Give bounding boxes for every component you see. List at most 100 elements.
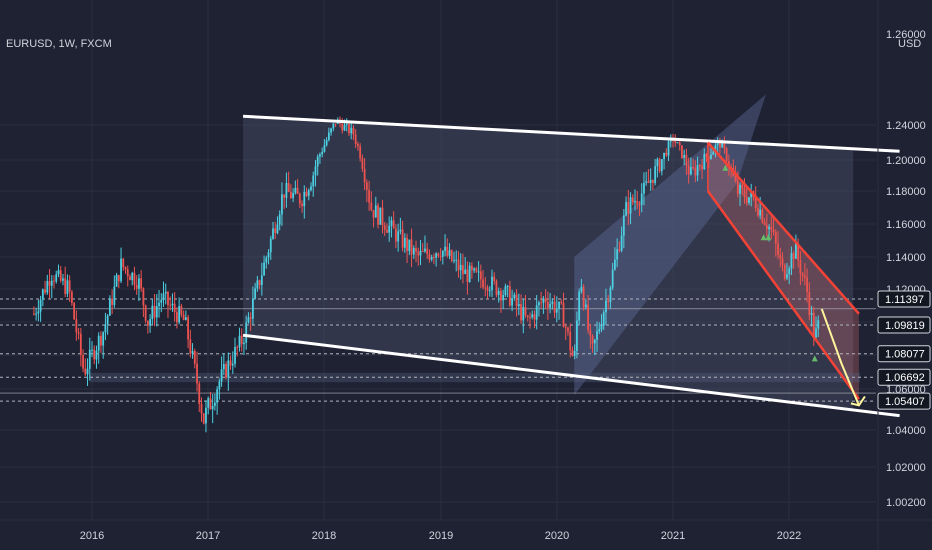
candle-body <box>178 306 181 323</box>
candle-body <box>553 301 556 313</box>
red-channel-lower-line[interactable] <box>706 190 860 400</box>
candle-body <box>53 280 55 282</box>
candle-body <box>131 272 134 281</box>
candle-body <box>734 175 737 182</box>
candle-body <box>182 314 185 321</box>
white-channel-upper-line[interactable] <box>242 114 900 153</box>
candle-body <box>799 260 802 274</box>
candle-body <box>126 269 129 277</box>
candle-body <box>649 179 652 183</box>
candle-body <box>75 319 78 333</box>
x-tick-label: 2017 <box>196 530 220 542</box>
candle-body <box>634 200 636 203</box>
candle-body <box>522 307 525 321</box>
candle-body <box>580 286 583 292</box>
candle-body <box>685 154 688 166</box>
candle-body <box>600 325 603 330</box>
candle-body <box>696 165 699 176</box>
candle-body <box>495 280 498 295</box>
channel-lines[interactable] <box>242 114 900 418</box>
candle-body <box>102 332 105 346</box>
candle-body <box>200 403 203 414</box>
candle-body <box>289 191 292 199</box>
candle-body <box>419 250 422 256</box>
projection-arrow[interactable] <box>820 308 860 406</box>
candle-body <box>439 255 442 257</box>
candle-body <box>122 258 125 268</box>
candle-body <box>803 275 806 278</box>
candle-body <box>587 304 589 331</box>
candle-body <box>164 291 167 294</box>
candle-body <box>59 270 62 281</box>
candle-body <box>631 197 634 203</box>
candle-body <box>377 205 379 225</box>
candle-body <box>616 249 619 260</box>
y-tick-label-partial: 1.26000 <box>886 29 926 41</box>
candle-body <box>149 319 151 326</box>
candle-body <box>555 308 558 313</box>
candle-body <box>388 225 391 233</box>
candle-body <box>743 188 746 198</box>
candle-body <box>158 302 160 306</box>
candle-body <box>62 278 64 281</box>
currency-label: USD <box>898 38 921 50</box>
candle-body <box>430 257 433 260</box>
candle-body <box>497 291 500 295</box>
candle-body <box>209 398 212 410</box>
candle-body <box>428 254 431 260</box>
candle-body <box>390 220 393 226</box>
x-tick-label: 2020 <box>545 530 569 542</box>
candle-body <box>155 305 158 318</box>
x-tick-label: 2022 <box>777 530 801 542</box>
candle-body <box>602 312 605 326</box>
candle-body <box>229 360 232 366</box>
candle-body <box>736 181 739 194</box>
candle-body <box>361 158 364 169</box>
candle-body <box>312 175 315 187</box>
candle-body <box>491 276 493 291</box>
candle-body <box>721 142 724 148</box>
signal-marker <box>811 355 818 362</box>
candle-body <box>795 243 797 259</box>
candle-body <box>334 123 337 125</box>
candle-body <box>542 298 545 303</box>
candle-body <box>689 167 692 175</box>
candle-body <box>124 267 127 270</box>
candle-body <box>263 262 265 276</box>
candle-body <box>359 146 362 159</box>
candle-body <box>37 311 40 314</box>
candle-body <box>332 123 335 129</box>
candle-body <box>676 142 679 144</box>
candle-body <box>381 207 384 226</box>
candle-body <box>504 286 507 296</box>
candle-body <box>408 239 411 252</box>
candle-body <box>193 351 196 364</box>
x-tick-label: 2021 <box>661 530 685 542</box>
red-channel-upper-line[interactable] <box>706 141 860 315</box>
candle-body <box>810 312 813 315</box>
candle-body <box>281 194 283 215</box>
candle-body <box>133 272 136 285</box>
candle-body <box>368 189 370 203</box>
candle-body <box>39 299 42 312</box>
candle-body <box>258 280 261 285</box>
price-badge-label: 1.05407 <box>885 396 925 408</box>
candle-body <box>256 280 259 289</box>
candle-body <box>321 151 324 155</box>
candle-body <box>622 215 625 236</box>
candle-body <box>779 255 782 259</box>
candle-body <box>113 286 116 305</box>
candle-body <box>97 335 100 351</box>
candle-body <box>640 193 643 205</box>
candle-body <box>218 381 221 390</box>
candle-body <box>305 191 308 196</box>
candle-body <box>238 335 241 348</box>
candle-body <box>468 265 471 282</box>
white-channel-lower-line[interactable] <box>242 333 900 418</box>
x-tick-label: 2018 <box>312 530 336 542</box>
candle-body <box>455 259 458 261</box>
candle-body <box>169 305 172 307</box>
candle-body <box>184 317 187 321</box>
